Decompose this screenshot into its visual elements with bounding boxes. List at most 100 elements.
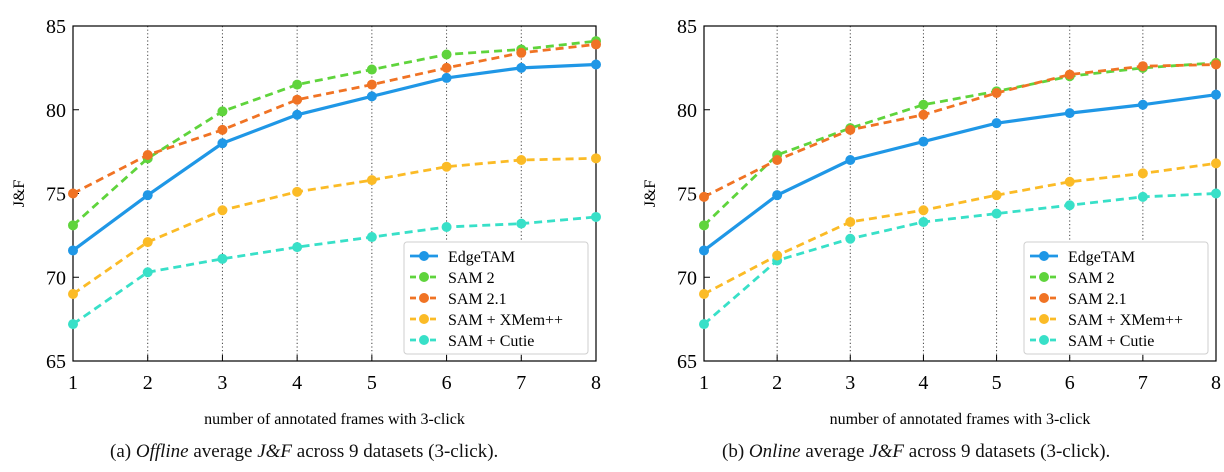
series-line: [72, 43, 597, 195]
series-line: [72, 62, 597, 252]
data-point: [366, 64, 377, 75]
x-tick-label: 5: [992, 372, 1002, 394]
data-point: [1137, 99, 1148, 110]
data-point: [1137, 61, 1148, 72]
legend-label: SAM + Cutie: [1068, 333, 1154, 350]
legend-label: SAM 2: [448, 270, 495, 287]
x-tick-label: 4: [918, 372, 928, 394]
chart-panel-b: 65 70 75 80 85 1 2 3 4 5 6 7 8 number of annotated fr…: [642, 16, 1221, 428]
caption-a-prefix: (a): [110, 441, 136, 462]
series-line: [72, 215, 597, 326]
legend-label: SAM + XMem++: [1068, 312, 1183, 329]
legend-swatch-marker: [1039, 272, 1049, 282]
x-tick-label: 3: [845, 372, 855, 394]
series-sam-cutie: [68, 211, 601, 330]
legend-swatch-marker: [419, 335, 429, 345]
y-tick-label: 70: [677, 267, 697, 289]
data-point: [516, 155, 527, 165]
data-point: [366, 91, 377, 102]
data-point: [699, 220, 709, 231]
data-point: [1064, 69, 1075, 80]
y-axis-label: J&F: [11, 180, 28, 208]
data-point: [217, 138, 228, 149]
x-tick-label: 5: [367, 372, 377, 394]
legend-swatch-marker: [419, 272, 429, 282]
data-point: [991, 118, 1002, 129]
series-sam-cutie: [699, 188, 1221, 330]
data-point: [292, 242, 303, 253]
data-point: [441, 49, 452, 60]
x-tick-label: 6: [442, 372, 452, 394]
series-line: [72, 156, 597, 296]
data-point: [217, 106, 228, 117]
caption-b-suffix: across 9 datasets (3-click).: [904, 441, 1111, 462]
series-edgetam: [699, 89, 1221, 256]
y-tick-label: 70: [46, 267, 66, 289]
series-line: [703, 93, 1217, 252]
y-tick-label: 65: [46, 351, 66, 373]
data-point: [772, 250, 783, 261]
data-point: [292, 94, 303, 105]
data-point: [991, 88, 1002, 98]
x-axis-label: number of annotated frames with 3-click: [830, 411, 1091, 428]
y-tick-label: 65: [677, 351, 697, 373]
data-point: [68, 188, 78, 199]
x-axis-label: number of annotated frames with 3-click: [204, 411, 465, 428]
series-line: [703, 61, 1217, 227]
series-line: [703, 161, 1217, 296]
data-point: [292, 109, 303, 120]
data-point: [1064, 200, 1075, 211]
x-tick-label: 3: [217, 372, 227, 394]
y-tick-label: 80: [46, 100, 66, 122]
caption-a-mid: average: [188, 441, 258, 462]
x-tick-label: 2: [772, 372, 782, 394]
caption-b-prefix: (b): [722, 441, 749, 462]
data-point: [991, 208, 1002, 219]
caption-online: (b) Online average J&F across 9 datasets…: [722, 441, 1110, 463]
data-point: [845, 216, 856, 227]
legend-label: SAM 2: [1068, 270, 1115, 287]
caption-a-suffix: across 9 datasets (3-click).: [292, 441, 499, 462]
data-point: [1064, 176, 1075, 187]
legend-label: EdgeTAM: [448, 249, 515, 266]
x-tick-label: 8: [1211, 372, 1221, 394]
y-axis-label: J&F: [642, 180, 659, 208]
caption-b-metric: J&F: [869, 441, 905, 462]
data-point: [699, 245, 709, 256]
x-tick-label: 1: [68, 372, 78, 394]
legend-swatch-marker: [1039, 335, 1049, 345]
data-point: [1137, 191, 1148, 202]
legend: EdgeTAM SAM 2 SAM 2.1 SAM + XMem++ SAM + Cut…: [403, 241, 589, 355]
data-point: [68, 245, 78, 256]
legend-label: SAM + Cutie: [448, 333, 534, 350]
data-point: [918, 99, 929, 110]
legend-swatch-marker: [1039, 251, 1049, 261]
x-tick-label: 7: [1138, 372, 1148, 394]
caption-a-mode: Offline: [135, 441, 189, 462]
series-line: [703, 192, 1217, 326]
data-point: [68, 319, 78, 330]
y-tick-label: 85: [677, 16, 697, 38]
data-point: [441, 161, 452, 172]
legend-label: SAM + XMem++: [448, 312, 563, 329]
series-edgetam: [68, 59, 601, 256]
series-sam-xmem-: [699, 158, 1221, 299]
chart-panel-a: 65 70 75 80 85 1 2 3 4 5 6 7 8 number of annotated fr…: [11, 16, 601, 428]
data-point: [845, 124, 856, 135]
series-sam-xmem-: [68, 153, 601, 299]
y-tick-label: 85: [46, 16, 66, 38]
x-tick-label: 2: [143, 372, 153, 394]
data-point: [516, 62, 527, 73]
data-point: [699, 289, 709, 299]
series-sam-2-1: [68, 39, 601, 199]
data-point: [217, 205, 228, 216]
series-sam-2-1: [699, 59, 1221, 202]
data-point: [991, 190, 1002, 201]
legend-box: [403, 241, 589, 355]
data-point: [217, 253, 228, 264]
x-tick-label: 7: [516, 372, 526, 394]
y-tick-label: 75: [46, 184, 66, 206]
legend-label: EdgeTAM: [1068, 249, 1135, 266]
y-tick-label: 75: [677, 184, 697, 206]
data-point: [441, 62, 452, 73]
